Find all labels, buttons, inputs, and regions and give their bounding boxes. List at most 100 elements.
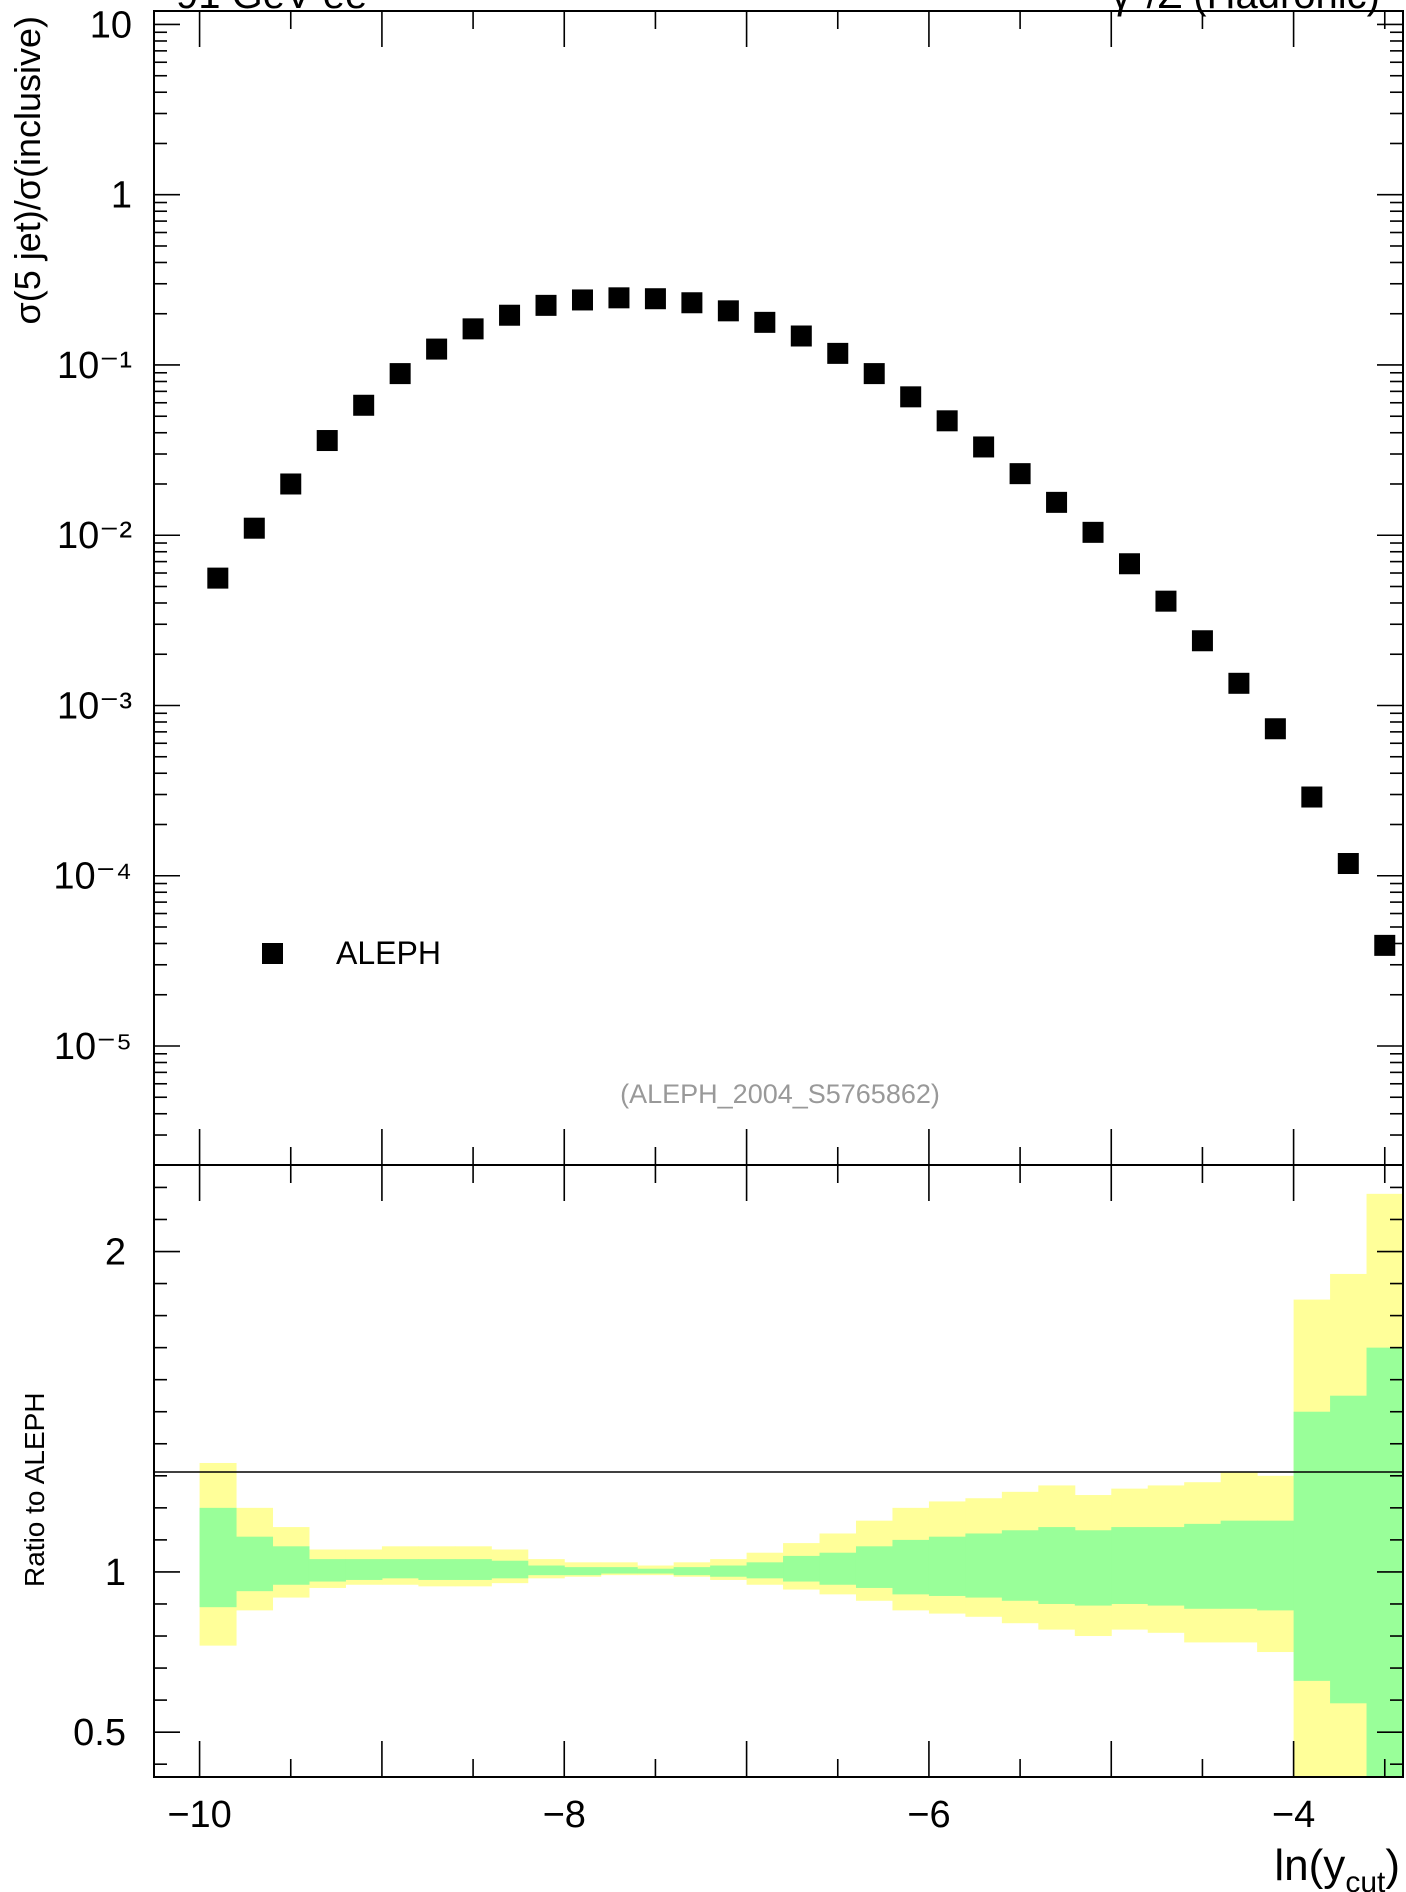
data-point bbox=[243, 517, 265, 539]
stat-uncertainty-band-bin bbox=[1257, 1520, 1295, 1611]
x-tick-label: −6 bbox=[907, 1794, 950, 1836]
header-right-text: γ*/Z (Hadronic) bbox=[1111, 0, 1380, 17]
stat-uncertainty-band-bin bbox=[855, 1546, 893, 1588]
data-point bbox=[644, 288, 666, 310]
data-point bbox=[207, 567, 229, 589]
main-y-axis-label: σ(5 jet)/σ(inclusive) bbox=[7, 16, 48, 325]
stat-uncertainty-band-bin bbox=[637, 1568, 675, 1574]
stat-uncertainty-band-bin bbox=[892, 1539, 930, 1595]
stat-uncertainty-band-bin bbox=[1001, 1530, 1039, 1601]
stat-uncertainty-band-bin bbox=[1074, 1530, 1112, 1606]
data-point bbox=[499, 304, 521, 326]
stat-uncertainty-band-bin bbox=[1220, 1520, 1258, 1609]
legend-label-aleph: ALEPH bbox=[336, 935, 441, 971]
x-axis-label-sub: cut bbox=[1345, 1866, 1386, 1892]
stat-uncertainty-band-bin bbox=[1366, 1347, 1404, 1777]
stat-uncertainty-band-bin bbox=[710, 1565, 748, 1577]
ratio-y-tick-label: 0.5 bbox=[73, 1712, 126, 1754]
x-axis-label-close: ) bbox=[1385, 1841, 1400, 1890]
ratio-uncertainty-bands bbox=[199, 1193, 1404, 1777]
data-point bbox=[973, 436, 995, 458]
stat-uncertainty-band-bin bbox=[236, 1536, 274, 1592]
ratio-y-tick-label: 1 bbox=[105, 1552, 126, 1594]
stat-uncertainty-band-bin bbox=[783, 1555, 821, 1582]
stat-uncertainty-band-bin bbox=[1038, 1527, 1076, 1604]
data-point bbox=[900, 386, 922, 408]
data-point bbox=[280, 473, 302, 495]
main-plot-frame bbox=[153, 10, 1404, 1166]
data-point bbox=[462, 318, 484, 340]
main-plot-panel: 10 1 10⁻¹ 10⁻² 10⁻³ 10⁻⁴ 10⁻⁵ ALEPH (ALEPH_200… bbox=[7, 4, 1404, 1166]
x-tick-label: −4 bbox=[1272, 1794, 1315, 1836]
stat-uncertainty-band-bin bbox=[819, 1552, 857, 1585]
data-point bbox=[1264, 718, 1286, 740]
stat-uncertainty-band-bin bbox=[600, 1567, 638, 1574]
data-point bbox=[827, 342, 849, 364]
stat-uncertainty-band-bin bbox=[965, 1533, 1003, 1598]
stat-uncertainty-band-bin bbox=[1293, 1411, 1331, 1681]
data-point bbox=[936, 410, 958, 432]
ratio-plot-frame bbox=[153, 1164, 1404, 1778]
main-y-tick-label: 10⁻⁴ bbox=[53, 856, 132, 898]
main-data-markers bbox=[207, 287, 1396, 956]
x-axis-label: ln(ycut) bbox=[1274, 1841, 1400, 1892]
stat-uncertainty-band-bin bbox=[345, 1559, 383, 1580]
data-point bbox=[1009, 463, 1031, 485]
stat-uncertainty-band-bin bbox=[1184, 1523, 1222, 1609]
x-axis-label-main: ln(y bbox=[1274, 1841, 1345, 1890]
stat-uncertainty-band-bin bbox=[564, 1567, 602, 1576]
stat-uncertainty-band-bin bbox=[1330, 1395, 1368, 1704]
main-y-tick-label: 10⁻⁵ bbox=[54, 1026, 132, 1068]
data-point bbox=[1374, 934, 1396, 956]
data-point bbox=[1155, 590, 1177, 612]
stat-uncertainty-band-bin bbox=[1111, 1527, 1149, 1604]
stat-uncertainty-band-bin bbox=[527, 1565, 565, 1576]
data-point bbox=[863, 363, 885, 385]
main-y-tick-label: 10⁻¹ bbox=[57, 345, 132, 387]
stat-uncertainty-band-bin bbox=[418, 1559, 456, 1580]
data-point bbox=[717, 300, 739, 322]
main-y-tick-label: 10 bbox=[90, 4, 132, 46]
data-point bbox=[1082, 521, 1104, 543]
data-point bbox=[535, 294, 557, 316]
data-point bbox=[353, 394, 375, 416]
stat-uncertainty-band-bin bbox=[673, 1567, 711, 1576]
data-point bbox=[754, 311, 776, 333]
ratio-ticks: 2 1 0.5 −10 −8 −6 −4 bbox=[73, 1165, 1403, 1836]
stat-uncertainty-band-bin bbox=[381, 1559, 419, 1579]
analysis-id-label: (ALEPH_2004_S5765862) bbox=[620, 1079, 940, 1109]
data-point bbox=[1118, 553, 1140, 575]
ratio-y-axis-label: Ratio to ALEPH bbox=[19, 1392, 50, 1587]
main-ticks: 10 1 10⁻¹ 10⁻² 10⁻³ 10⁻⁴ 10⁻⁵ bbox=[53, 4, 1403, 1166]
data-point bbox=[1301, 786, 1323, 808]
legend-marker bbox=[262, 943, 283, 964]
ratio-plot-panel: 2 1 0.5 −10 −8 −6 −4 Ratio to ALEPH ln(ycut) bbox=[19, 1164, 1404, 1892]
stat-uncertainty-band-bin bbox=[746, 1562, 784, 1579]
x-tick-label: −8 bbox=[543, 1794, 586, 1836]
data-point bbox=[389, 363, 411, 385]
stat-uncertainty-band-bin bbox=[308, 1559, 346, 1582]
data-point bbox=[1046, 491, 1068, 513]
data-point bbox=[316, 430, 338, 452]
data-point bbox=[681, 292, 703, 314]
data-point bbox=[571, 289, 593, 311]
data-point bbox=[1228, 672, 1250, 694]
data-point bbox=[1191, 630, 1213, 652]
main-y-tick-label: 10⁻³ bbox=[57, 685, 132, 727]
stat-uncertainty-band-bin bbox=[1147, 1527, 1185, 1606]
stat-uncertainty-band-bin bbox=[454, 1559, 492, 1580]
stat-uncertainty-band-bin bbox=[199, 1507, 237, 1608]
header-left-text: 91 GeV ee bbox=[176, 0, 367, 17]
main-y-tick-label: 10⁻² bbox=[57, 515, 132, 557]
x-tick-label: −10 bbox=[167, 1794, 231, 1836]
stat-uncertainty-band-bin bbox=[928, 1536, 966, 1596]
data-point bbox=[608, 287, 630, 309]
ratio-y-tick-label: 2 bbox=[105, 1232, 126, 1274]
data-point bbox=[1337, 853, 1359, 875]
main-y-tick-label: 1 bbox=[111, 175, 132, 217]
data-point bbox=[426, 338, 448, 360]
stat-uncertainty-band-bin bbox=[272, 1546, 310, 1585]
stat-uncertainty-band-bin bbox=[491, 1560, 529, 1579]
data-point bbox=[790, 325, 812, 347]
